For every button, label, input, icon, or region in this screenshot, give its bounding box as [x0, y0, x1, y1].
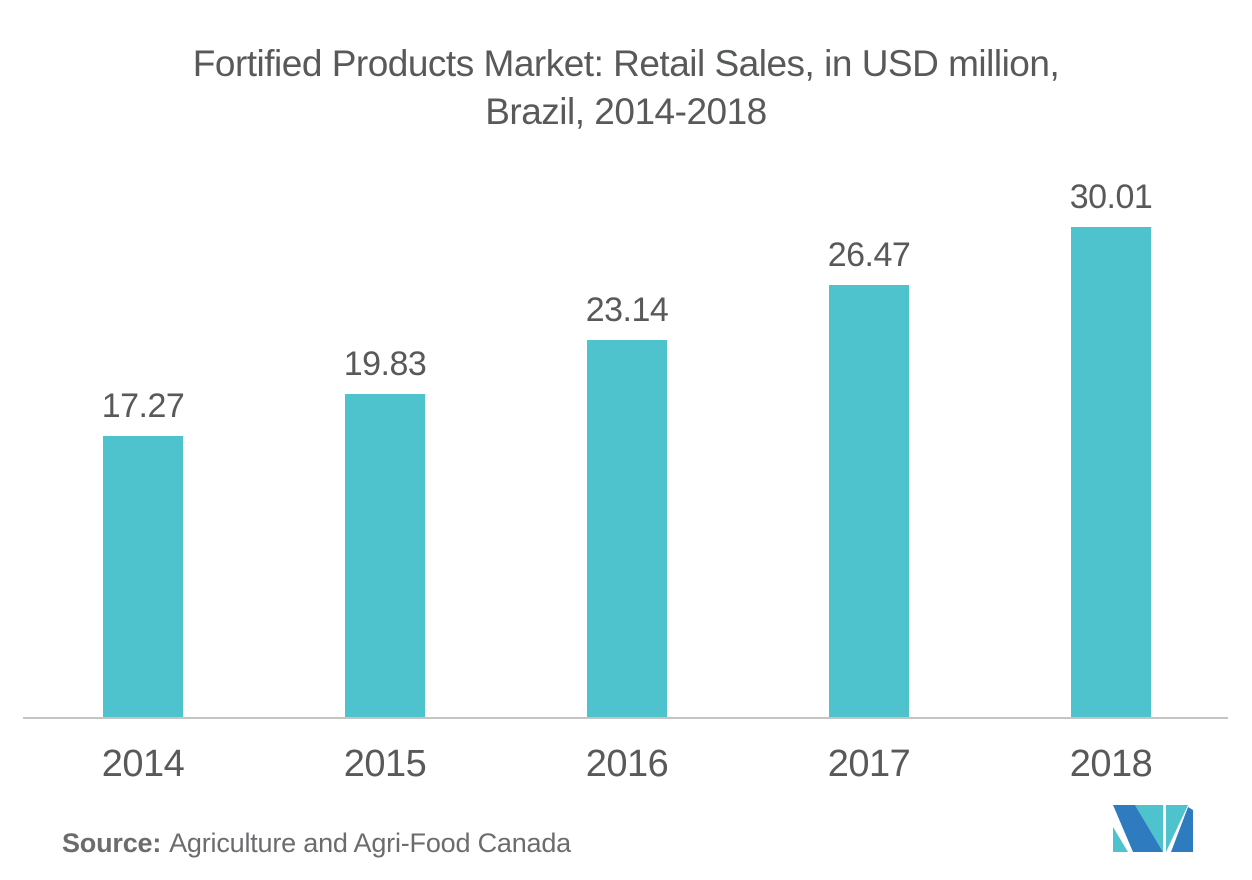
x-axis-line [23, 717, 1228, 719]
source-label: Source: [62, 828, 162, 858]
logo-right-blue-triangle [1171, 807, 1193, 852]
chart-title-line-2: Brazil, 2014-2018 [485, 91, 767, 132]
logo-bottom-left-teal-triangle [1113, 827, 1128, 852]
x-axis-label: 2018 [1069, 743, 1153, 785]
bar-value-label: 17.27 [101, 387, 185, 425]
bar-value-label: 30.01 [1069, 178, 1153, 216]
bar-value-label: 23.14 [585, 291, 669, 329]
source-text: Agriculture and Agri-Food Canada [169, 828, 571, 858]
x-axis-label: 2017 [827, 743, 911, 785]
bar [345, 394, 425, 719]
bar [587, 340, 667, 719]
chart-title: Fortified Products Market: Retail Sales,… [0, 40, 1252, 136]
x-axis-label: 2014 [101, 743, 185, 785]
chart-title-line-1: Fortified Products Market: Retail Sales,… [192, 43, 1060, 84]
x-axis-label: 2015 [343, 743, 427, 785]
bar [1071, 227, 1151, 719]
bar-value-label: 26.47 [827, 236, 911, 274]
logo-right-teal-triangle [1166, 805, 1188, 852]
source-note: Source: Agriculture and Agri-Food Canada [62, 827, 571, 859]
bar [829, 285, 909, 719]
bar-value-label: 19.83 [343, 345, 427, 383]
x-axis-label: 2016 [585, 743, 669, 785]
logo-left-blue-band [1113, 805, 1163, 852]
mordor-intelligence-logo [1113, 805, 1193, 852]
bar [103, 436, 183, 719]
